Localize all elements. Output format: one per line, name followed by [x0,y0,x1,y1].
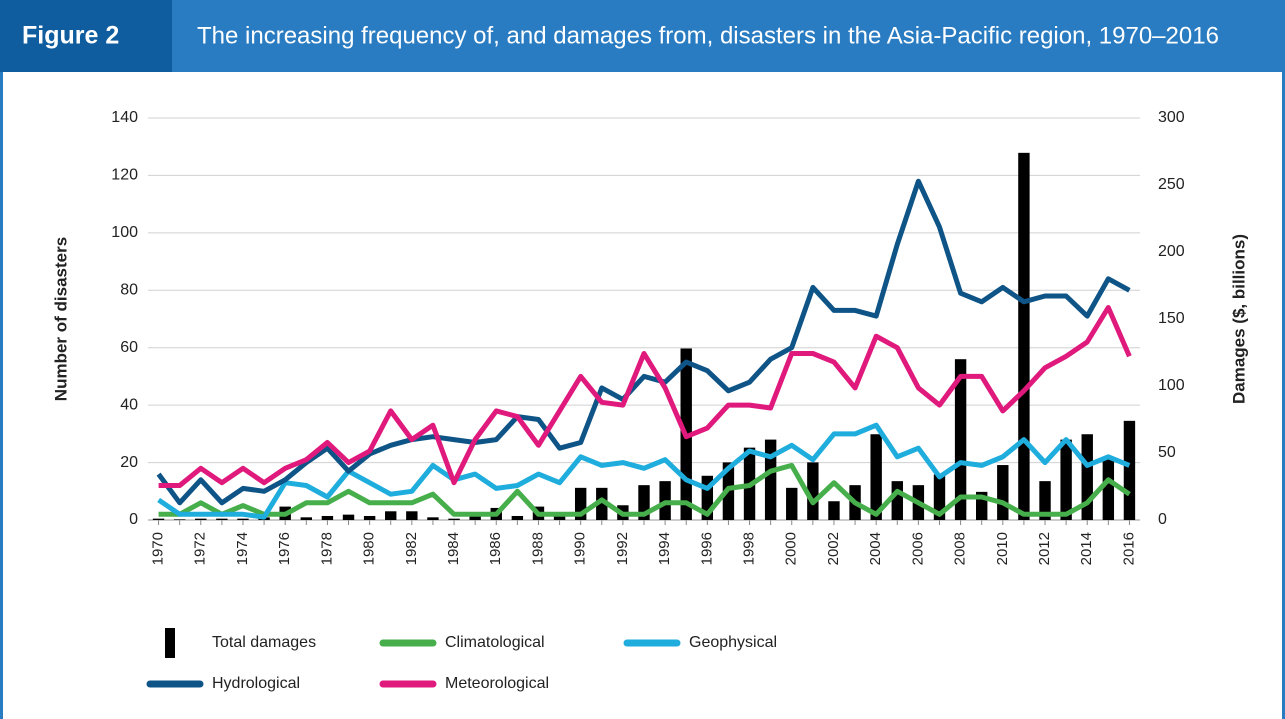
x-tick-label: 1972 [192,532,209,565]
y-tick-label: 40 [120,396,138,413]
bar [406,511,418,520]
bar [997,465,1009,520]
line-series [157,422,1131,520]
bar [891,481,903,520]
legend-swatch [165,628,175,658]
x-tick-label: 1990 [572,532,589,565]
bar [448,518,460,520]
x-tick-label: 1976 [276,532,293,565]
bar [342,514,355,520]
line-series [158,305,1132,488]
bar [385,511,397,520]
bar [870,434,882,520]
x-tick-label: 1978 [318,532,335,565]
legend-label: Meteorological [445,675,549,692]
legend-label: Geophysical [689,634,777,651]
chart-title: The increasing frequency of, and damages… [197,22,1219,49]
x-tick-label: 1992 [614,532,631,565]
y-tick-label: 60 [120,339,138,356]
line-series [156,178,1131,506]
bar [237,518,249,520]
x-tick-label: 2010 [994,532,1011,565]
bar [807,462,819,520]
bar [786,487,798,520]
y2-tick-label: 50 [1158,444,1176,461]
bar [469,515,481,520]
bar [216,518,228,520]
x-tick-label: 2016 [1120,532,1137,565]
y2-tick-label: 150 [1158,310,1185,327]
bar [300,517,312,520]
bar [933,474,946,520]
y2-tick-label: 200 [1158,243,1185,260]
y2-tick-label: 250 [1158,176,1185,193]
y-tick-label: 100 [111,224,138,241]
bar [764,439,777,520]
x-tick-label: 2004 [867,532,884,565]
bar [574,487,587,520]
y-tick-label: 0 [129,511,138,528]
y2-tick-label: 300 [1158,109,1185,126]
y-tick-label: 120 [111,167,138,184]
bar [173,519,186,520]
x-tick-label: 1982 [403,532,420,565]
bar [553,515,566,520]
bar [1102,457,1115,520]
x-tick-label: 2006 [909,532,926,565]
bar [1018,152,1030,520]
y2-tick-label: 0 [1158,511,1167,528]
bar [1060,439,1072,520]
x-tick-label: 1970 [150,532,167,565]
figure-label: Figure 2 [22,22,119,50]
bar [427,517,439,520]
legend-label: Hydrological [212,675,300,692]
x-tick-label: 2012 [1036,532,1053,565]
x-tick-label: 2008 [952,532,969,565]
y-tick-label: 20 [120,454,138,471]
x-tick-label: 1988 [529,532,546,565]
bar [1123,420,1136,520]
bar [1081,434,1093,520]
x-tick-label: 1994 [656,532,673,565]
bar [638,485,650,520]
header-bar [0,0,1285,72]
x-tick-label: 1984 [445,532,462,565]
bar [701,475,714,520]
bar [828,501,840,520]
y-tick-label: 80 [120,282,138,299]
y-tick-label: 140 [111,109,138,126]
x-tick-label: 1986 [487,532,504,565]
legend-label: Climatological [445,634,545,651]
bar [195,518,207,520]
y2-axis-title: Damages ($, billions) [1229,234,1248,404]
bar [976,491,988,520]
x-tick-label: 1980 [361,532,378,565]
x-tick-label: 1998 [741,532,758,565]
y2-tick-label: 100 [1158,377,1185,394]
bar [596,487,608,520]
x-tick-label: 1974 [234,532,251,565]
x-tick-label: 2000 [783,532,800,565]
bar [321,515,334,520]
figure-label-box [0,0,172,72]
bar [511,515,524,520]
legend-label: Total damages [212,634,316,651]
bar [954,359,967,520]
bar [363,515,376,520]
bar [152,518,165,520]
y-axis-title: Number of disasters [51,237,70,401]
bar [1039,481,1051,520]
line-series [158,462,1131,517]
x-tick-label: 2014 [1078,532,1095,565]
x-tick-label: 1996 [698,532,715,565]
x-tick-label: 2002 [825,532,842,565]
